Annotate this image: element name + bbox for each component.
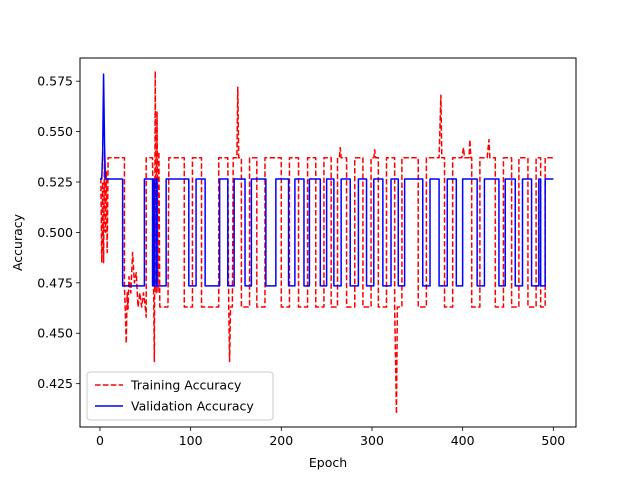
legend-label-training: Training Accuracy xyxy=(130,378,242,393)
y-tick-label: 0.450 xyxy=(37,326,73,341)
y-axis-label: Accuracy xyxy=(10,213,25,271)
x-tick-label: 400 xyxy=(451,433,475,448)
series-line-validation xyxy=(99,73,554,287)
series-line-training xyxy=(100,70,554,415)
x-tick-label: 100 xyxy=(179,433,203,448)
y-tick-label: 0.575 xyxy=(37,74,73,89)
y-tick-label: 0.475 xyxy=(37,275,73,290)
y-axis-ticks: 0.425 0.450 0.475 0.500 0.525 0.550 0.575 xyxy=(37,74,80,391)
y-tick-label: 0.525 xyxy=(37,175,73,190)
x-axis-ticks: 0 100 200 300 400 500 xyxy=(96,427,565,448)
x-axis-label: Epoch xyxy=(309,455,347,470)
x-tick-label: 200 xyxy=(269,433,293,448)
x-tick-label: 500 xyxy=(541,433,565,448)
legend-label-validation: Validation Accuracy xyxy=(131,399,254,414)
y-tick-label: 0.500 xyxy=(37,225,73,240)
y-tick-label: 0.425 xyxy=(37,376,73,391)
plot-frame xyxy=(79,57,577,428)
legend-box xyxy=(86,371,274,421)
x-tick-label: 0 xyxy=(96,433,104,448)
legend: Training Accuracy Validation Accuracy xyxy=(86,371,274,421)
x-tick-label: 300 xyxy=(360,433,384,448)
series-layer xyxy=(99,70,554,415)
plot-area xyxy=(80,58,576,427)
y-tick-label: 0.550 xyxy=(37,124,73,139)
